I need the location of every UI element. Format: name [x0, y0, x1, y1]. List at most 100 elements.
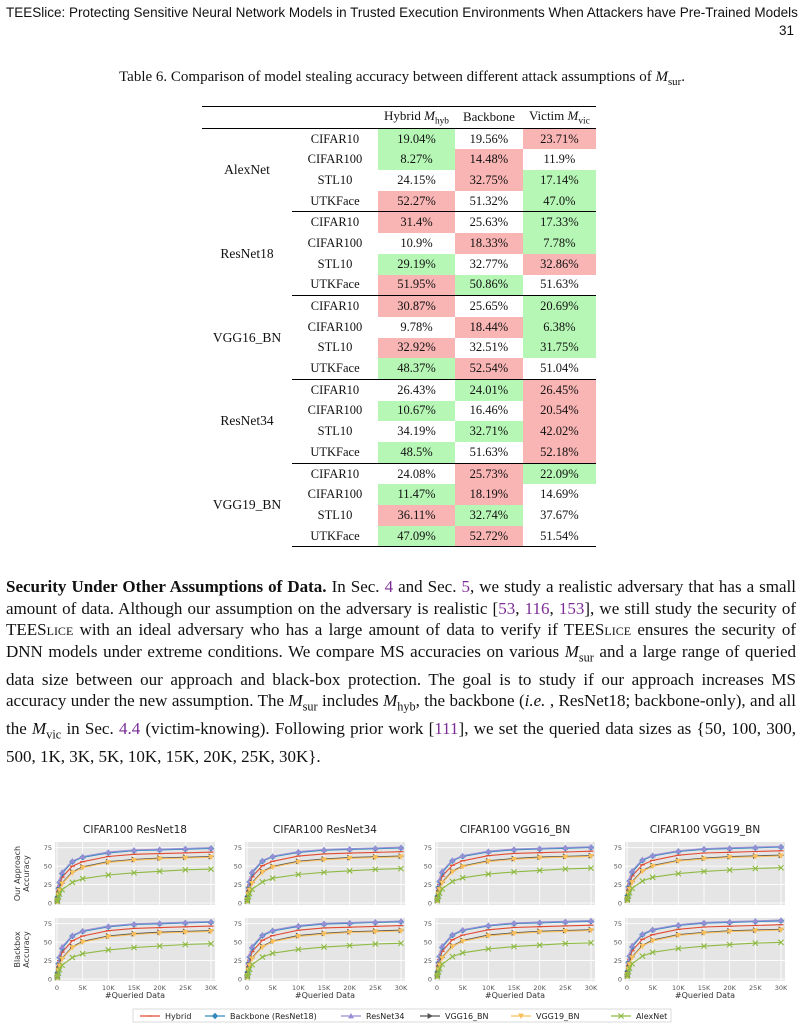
data-point	[626, 965, 633, 972]
data-point	[182, 941, 189, 948]
y-tick-label: 75	[44, 844, 52, 852]
data-point	[701, 845, 707, 851]
header-empty-model	[202, 106, 292, 129]
data-point	[295, 859, 302, 865]
text-span: In Sec.	[326, 577, 385, 596]
data-point	[752, 844, 759, 850]
data-point	[675, 847, 682, 854]
data-point	[69, 954, 76, 961]
data-point	[259, 878, 266, 885]
value-cell: 10.9%	[400, 235, 433, 250]
data-point	[244, 897, 251, 904]
data-point	[156, 856, 163, 862]
data-point	[208, 929, 214, 935]
data-point	[726, 918, 733, 925]
citation-link[interactable]: 153	[558, 598, 585, 618]
data-point	[649, 949, 656, 956]
value-cell: 52.27%	[378, 190, 455, 213]
data-point	[321, 857, 327, 863]
ref-link[interactable]: 5	[461, 577, 470, 596]
data-point	[259, 931, 266, 938]
chart-panel-title: CIFAR100 VGG19_BN	[650, 824, 761, 836]
data-point	[752, 940, 759, 947]
data-point	[59, 956, 66, 963]
table-row: STL10 24.15% 32.75% 17.14%	[202, 170, 596, 191]
data-point	[649, 874, 656, 881]
ref-link[interactable]: 4	[384, 577, 394, 596]
data-point	[208, 940, 214, 947]
value-cell: 22.09%	[522, 463, 596, 485]
value-cell: 48.37%	[378, 358, 455, 380]
data-point	[269, 950, 276, 957]
x-tick-label: 0	[625, 984, 629, 992]
data-point	[726, 941, 733, 948]
x-tick-label: 0	[435, 984, 439, 992]
y-tick-label: 75	[234, 844, 242, 852]
data-point	[624, 896, 631, 903]
data-point	[182, 866, 189, 873]
citation-link[interactable]: 116	[524, 598, 550, 618]
dataset-cell: STL10	[317, 172, 353, 187]
data-point	[156, 930, 163, 936]
citation-link[interactable]: 53	[498, 598, 516, 618]
data-point	[398, 844, 404, 850]
value-cell: 17.14%	[522, 170, 596, 191]
data-point	[629, 867, 636, 874]
x-tick-label: 5K	[78, 984, 87, 992]
value-cell: 30.87%	[378, 295, 455, 317]
text-span: , we study a realistic adversary that ha…	[6, 577, 797, 618]
data-point	[295, 933, 302, 940]
y-tick-label: 25	[424, 881, 432, 889]
data-point	[346, 919, 353, 925]
citation-link[interactable]: 111	[434, 719, 459, 739]
legend-label: Hybrid	[165, 1012, 191, 1021]
value-cell: 32.74%	[454, 505, 523, 526]
x-axis-label: #Queried Data	[105, 991, 165, 1000]
y-tick-label: 0	[238, 976, 242, 984]
data-point	[182, 929, 189, 936]
y-tick-label: 75	[424, 920, 432, 928]
value-cell: 24.08%	[397, 466, 436, 481]
value-cell: 10.67%	[378, 400, 455, 422]
data-point	[398, 918, 404, 924]
model-name-cell: AlexNet	[224, 162, 270, 178]
table-row: STL10 36.11% 32.74% 37.67%	[202, 505, 596, 526]
data-point	[562, 854, 569, 861]
data-point	[536, 845, 543, 851]
data-point	[459, 926, 466, 933]
ref-link[interactable]: 4.4	[119, 719, 141, 739]
data-point	[752, 917, 759, 924]
data-point	[436, 965, 443, 972]
data-point	[372, 855, 379, 861]
data-point	[372, 844, 379, 851]
data-point	[778, 853, 784, 859]
y-tick-label: 0	[618, 976, 622, 984]
x-tick-label: 20K	[723, 984, 736, 992]
x-tick-label: 25K	[179, 984, 192, 992]
accuracy-chart-grid: CIFAR100 ResNet18 0 25 50 75 0 25 50 75 0 5K 10K 15K…	[13, 824, 788, 1023]
data-point	[701, 919, 707, 925]
data-point	[562, 918, 569, 924]
data-point	[629, 955, 636, 961]
table-row: VGG16_BN CIFAR10 30.87% 25.65% 20.69%	[202, 295, 596, 345]
table-row: CIFAR100 10.67% 16.46% 20.54%	[202, 400, 596, 422]
data-point	[675, 858, 682, 865]
value-cell: 32.92%	[378, 337, 455, 359]
y-tick-label: 75	[44, 920, 52, 928]
data-point	[511, 846, 517, 852]
x-tick-label: 25K	[369, 984, 382, 992]
data-point	[69, 932, 76, 938]
value-cell: 14.69%	[540, 487, 579, 502]
data-point	[105, 934, 112, 940]
data-point	[269, 853, 276, 859]
data-point	[346, 845, 353, 852]
value-cell: 18.44%	[454, 316, 523, 338]
value-cell: 52.72%	[454, 525, 523, 548]
y-axis-label: BlackboxAccuracy	[13, 931, 31, 968]
data-point	[269, 875, 276, 882]
data-point	[211, 1012, 219, 1020]
data-point	[259, 857, 266, 863]
data-point	[321, 931, 327, 938]
text-span: ,	[549, 598, 559, 618]
data-point	[105, 860, 112, 866]
